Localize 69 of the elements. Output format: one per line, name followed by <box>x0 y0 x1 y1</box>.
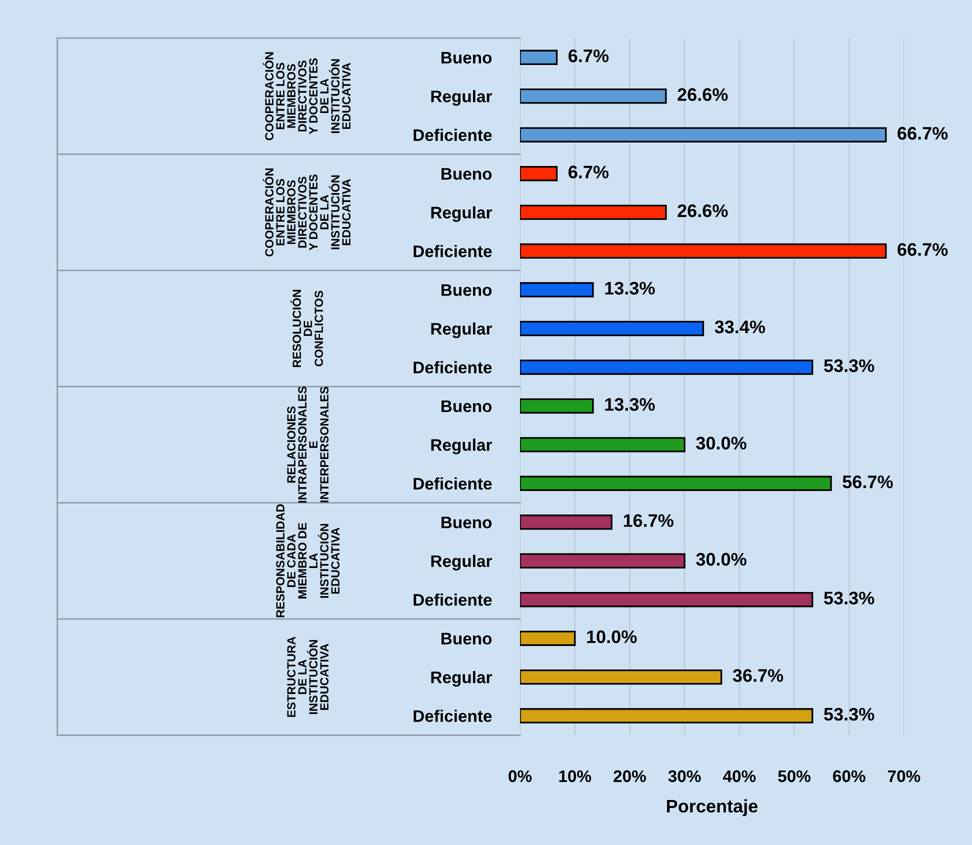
bar <box>520 398 594 414</box>
bar <box>520 204 667 220</box>
bar <box>520 243 887 259</box>
x-tick-label: 60% <box>833 770 866 782</box>
bar <box>520 476 832 492</box>
text: COOPERACIÓN ENTRE LOS MIEMBROS DIRECTIVOS Y DOCENTES DE LA INSTITUCIÓN EDUCATIVA <box>262 52 351 140</box>
y-tick-label: Regular <box>431 322 492 338</box>
y-tick-label: Regular <box>431 554 492 570</box>
y-tick-label: Regular <box>431 206 492 222</box>
data-label: 6.7% <box>568 49 609 62</box>
x-tick-label: 10% <box>559 770 592 782</box>
y-tick-label: Deficiente <box>414 128 492 142</box>
x-axis-title: Porcentaje <box>667 799 758 816</box>
text: ESTRUCTURA DE LA INSTITUCIÓN EDUCATIVA <box>287 636 329 717</box>
y-tick-label: Deficiente <box>414 244 492 258</box>
data-label: 10.0% <box>587 630 637 644</box>
data-label: 6.7% <box>568 166 609 178</box>
y-tick-label: Deficiente <box>414 477 492 490</box>
y-tick-label: Bueno <box>442 52 492 64</box>
data-label: 26.6% <box>678 204 728 218</box>
bar <box>520 514 612 530</box>
bar <box>520 88 667 104</box>
x-tick-label: 50% <box>778 770 811 782</box>
data-label: 53.3% <box>824 708 874 721</box>
x-tick-label: 20% <box>614 770 646 782</box>
data-label: 13.3% <box>605 398 655 411</box>
data-label: 56.7% <box>842 475 893 488</box>
y-tick-label: Bueno <box>442 632 492 645</box>
bar <box>520 360 814 375</box>
bar <box>520 166 558 182</box>
x-tick-label: 40% <box>722 770 756 782</box>
data-label: 26.6% <box>678 88 728 101</box>
data-label: 16.7% <box>624 514 674 527</box>
y-tick-label: Regular <box>431 438 492 454</box>
y-tick-label: Bueno <box>442 284 492 296</box>
data-label: 66.7% <box>898 126 948 140</box>
bar <box>520 127 887 142</box>
y-tick-label: Deficiente <box>414 361 492 374</box>
y-tick-label: Deficiente <box>414 594 492 606</box>
x-tick-label: 70% <box>888 770 920 782</box>
data-label: 30.0% <box>696 552 746 566</box>
text: COOPERACIÓN ENTRE LOS MIEMBROS DIRECTIVOS Y DOCENTES DE LA INSTITUCIÓN EDUCATIVA <box>262 168 351 256</box>
text: RESPONSABILIDAD DE CADA MIEMBRO DE LA INSTITUCIÓN EDUCATIVA <box>276 504 340 618</box>
y-tick-label: Bueno <box>442 168 492 180</box>
bar <box>520 630 576 646</box>
data-label: 30.0% <box>696 436 746 450</box>
data-label: 66.7% <box>898 243 948 256</box>
bar <box>520 553 686 568</box>
data-label: 53.3% <box>824 592 874 604</box>
data-label: 33.4% <box>714 320 766 334</box>
y-tick-label: Regular <box>431 90 492 106</box>
text: RELACIONES INTRAPERSONALES E INTERPERSONALES <box>287 386 329 503</box>
y-tick-label: Bueno <box>442 400 492 412</box>
bar <box>520 669 722 685</box>
y-tick-label: Deficiente <box>414 710 492 722</box>
x-tick-label: 30% <box>668 770 701 782</box>
bar <box>520 437 686 452</box>
bar <box>520 592 814 608</box>
bar <box>520 708 814 724</box>
bar <box>520 282 594 298</box>
y-tick-label: Bueno <box>442 516 492 528</box>
text: RESOLUCIÓN DE CONFLICTOS <box>290 290 324 368</box>
data-label: 53.3% <box>824 359 874 372</box>
bar <box>520 50 558 65</box>
x-tick-label: 0% <box>508 770 532 782</box>
data-label: 36.7% <box>732 669 784 682</box>
y-tick-label: Regular <box>431 671 492 687</box>
bar <box>520 320 704 336</box>
data-label: 13.3% <box>605 282 655 295</box>
